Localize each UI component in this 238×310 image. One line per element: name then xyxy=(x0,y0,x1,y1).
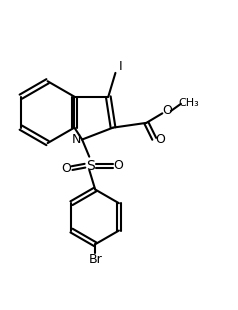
Text: Br: Br xyxy=(88,254,102,267)
Text: O: O xyxy=(62,162,72,175)
Text: O: O xyxy=(113,159,123,172)
Text: CH₃: CH₃ xyxy=(178,98,199,108)
Text: I: I xyxy=(118,60,122,73)
Text: O: O xyxy=(162,104,172,117)
Text: S: S xyxy=(86,159,95,173)
Text: O: O xyxy=(155,133,165,146)
Text: N: N xyxy=(71,133,81,146)
